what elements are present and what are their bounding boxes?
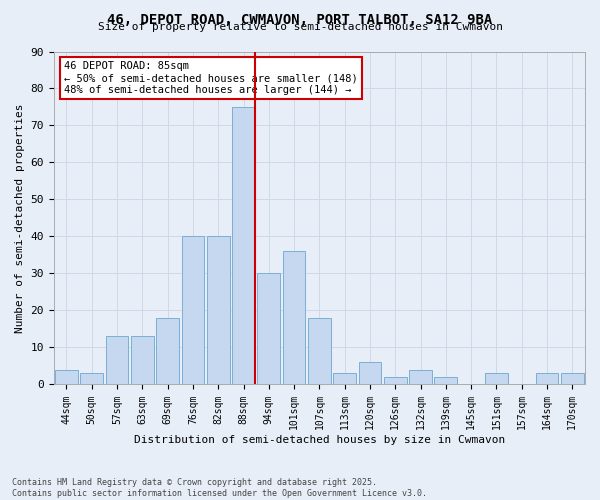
Text: Contains HM Land Registry data © Crown copyright and database right 2025.
Contai: Contains HM Land Registry data © Crown c… (12, 478, 427, 498)
Bar (485, 374, 508, 384)
Bar (232, 107, 255, 384)
Text: 46 DEPOT ROAD: 85sqm
← 50% of semi-detached houses are smaller (148)
48% of semi: 46 DEPOT ROAD: 85sqm ← 50% of semi-detac… (64, 62, 358, 94)
Bar (359, 362, 382, 384)
Bar (80, 374, 103, 384)
Bar (409, 370, 432, 384)
Text: 46, DEPOT ROAD, CWMAVON, PORT TALBOT, SA12 9BA: 46, DEPOT ROAD, CWMAVON, PORT TALBOT, SA… (107, 12, 493, 26)
Text: Size of property relative to semi-detached houses in Cwmavon: Size of property relative to semi-detach… (97, 22, 503, 32)
X-axis label: Distribution of semi-detached houses by size in Cwmavon: Distribution of semi-detached houses by … (134, 435, 505, 445)
Bar (207, 236, 230, 384)
Bar (561, 374, 584, 384)
Bar (106, 336, 128, 384)
Bar (334, 374, 356, 384)
Bar (55, 370, 78, 384)
Bar (156, 318, 179, 384)
Bar (182, 236, 204, 384)
Bar (283, 252, 305, 384)
Bar (384, 377, 407, 384)
Bar (131, 336, 154, 384)
Y-axis label: Number of semi-detached properties: Number of semi-detached properties (15, 103, 25, 332)
Bar (536, 374, 559, 384)
Bar (257, 274, 280, 384)
Bar (434, 377, 457, 384)
Bar (308, 318, 331, 384)
